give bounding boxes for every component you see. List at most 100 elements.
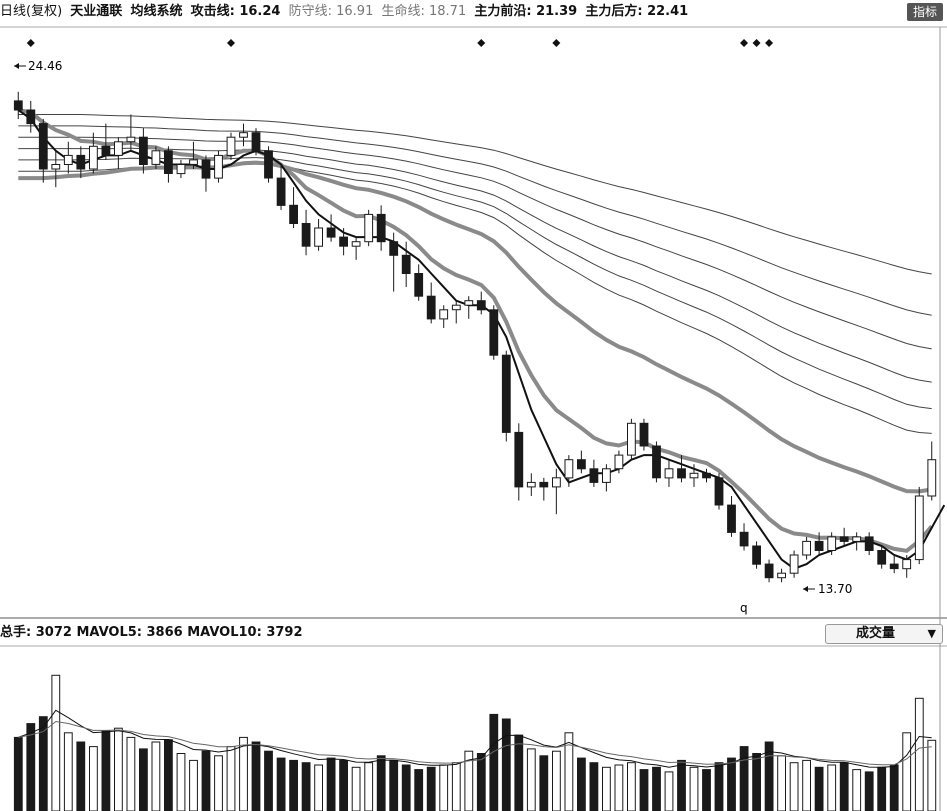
stock-name: 天业通联 [70,4,123,19]
candle-body [264,150,273,179]
candle-body [639,422,649,447]
candle [326,214,336,242]
candle [464,296,474,319]
candle [839,527,849,546]
volume-bar [714,762,724,811]
candle [602,464,611,492]
candle [164,146,173,183]
candlesticks [13,91,937,583]
total-volume: 总手: 3072 [0,625,72,640]
candle [877,545,887,569]
signal-diamond-icon [226,39,235,47]
candle [827,532,837,556]
candle-body [889,563,899,570]
indicator-button[interactable]: 指标 [906,3,943,21]
candle [764,559,774,583]
volume-bar [602,766,611,811]
signal-diamond-icon [765,39,774,47]
volume-bar [627,762,636,811]
volume-bar [889,764,899,811]
period-label[interactable]: 日线(复权) [0,4,63,19]
candle [401,241,411,288]
candle-body [627,422,636,456]
signal-diamond-icon [26,39,35,47]
volume-bar [351,766,361,811]
volume-bar [251,741,261,811]
candle [201,155,211,192]
volume-bar [589,762,599,811]
volume-bar [789,762,799,811]
candle-body [714,477,724,506]
candle-body [426,295,436,320]
candle [176,159,186,179]
candle [314,218,324,251]
candle [627,418,636,460]
candle-body [289,204,299,225]
candle [514,423,524,501]
candle-body [864,536,874,552]
candle [51,150,61,188]
indicator-dropdown[interactable]: 成交量 ▼ [825,624,943,644]
signal-markers [26,39,774,47]
chart-header: 日线(复权) 天业通联 均线系统 攻击线: 16.24 防守线: 16.91 生… [0,0,947,24]
candle-body [326,227,336,238]
volume-bar [852,769,862,811]
volume-bar [139,748,148,811]
candle-body [89,145,98,170]
volume-bar [289,759,299,811]
indicator-system: 均线系统 [130,4,183,19]
candle [101,123,111,160]
candle [577,450,586,474]
candle [902,555,912,578]
candle [351,237,361,260]
candle-body [301,223,311,247]
volume-bar [839,762,849,811]
low-arrow-head-icon [803,586,808,592]
candle [139,128,148,174]
volume-bar [764,741,774,811]
volume-bar [376,755,386,811]
candle-body [389,241,399,256]
volume-bar [539,755,549,811]
candle-body [814,540,824,552]
candle [789,550,799,578]
candle [89,132,98,174]
volume-bar [176,753,186,811]
candle-body [514,431,524,488]
signal-diamond-icon [552,39,561,47]
candle-body [501,354,511,433]
mavol5-value: MAVOL5: 3866 [76,625,183,640]
volume-bar [301,762,311,811]
candle-body [351,241,361,247]
volume-bar [702,769,711,811]
candle [927,441,937,501]
candle-body [464,300,474,306]
candle [852,532,862,551]
volume-bar [414,769,424,811]
volume-bar [914,697,924,811]
volume-bar [476,753,486,811]
candle [276,164,286,210]
candle [539,477,549,501]
long-ma-line [18,114,932,275]
volume-bar [727,757,736,811]
candle [339,228,349,256]
volume-bar [902,732,912,811]
high-arrow-head-icon [14,63,19,69]
candle-body [339,236,349,247]
candle-body [164,150,173,175]
volume-bar [652,766,661,811]
candle [614,450,624,474]
life-line-value: 生命线: 18.71 [381,4,467,19]
candle-body [689,472,699,479]
candle [589,459,599,487]
volume-bar [339,759,349,811]
low-price-label: 13.70 [818,582,852,596]
candle [63,141,73,174]
candle-body [839,536,849,542]
volume-bar [526,748,536,811]
candle [552,468,561,515]
candle-body [602,468,611,483]
candle [489,305,499,360]
